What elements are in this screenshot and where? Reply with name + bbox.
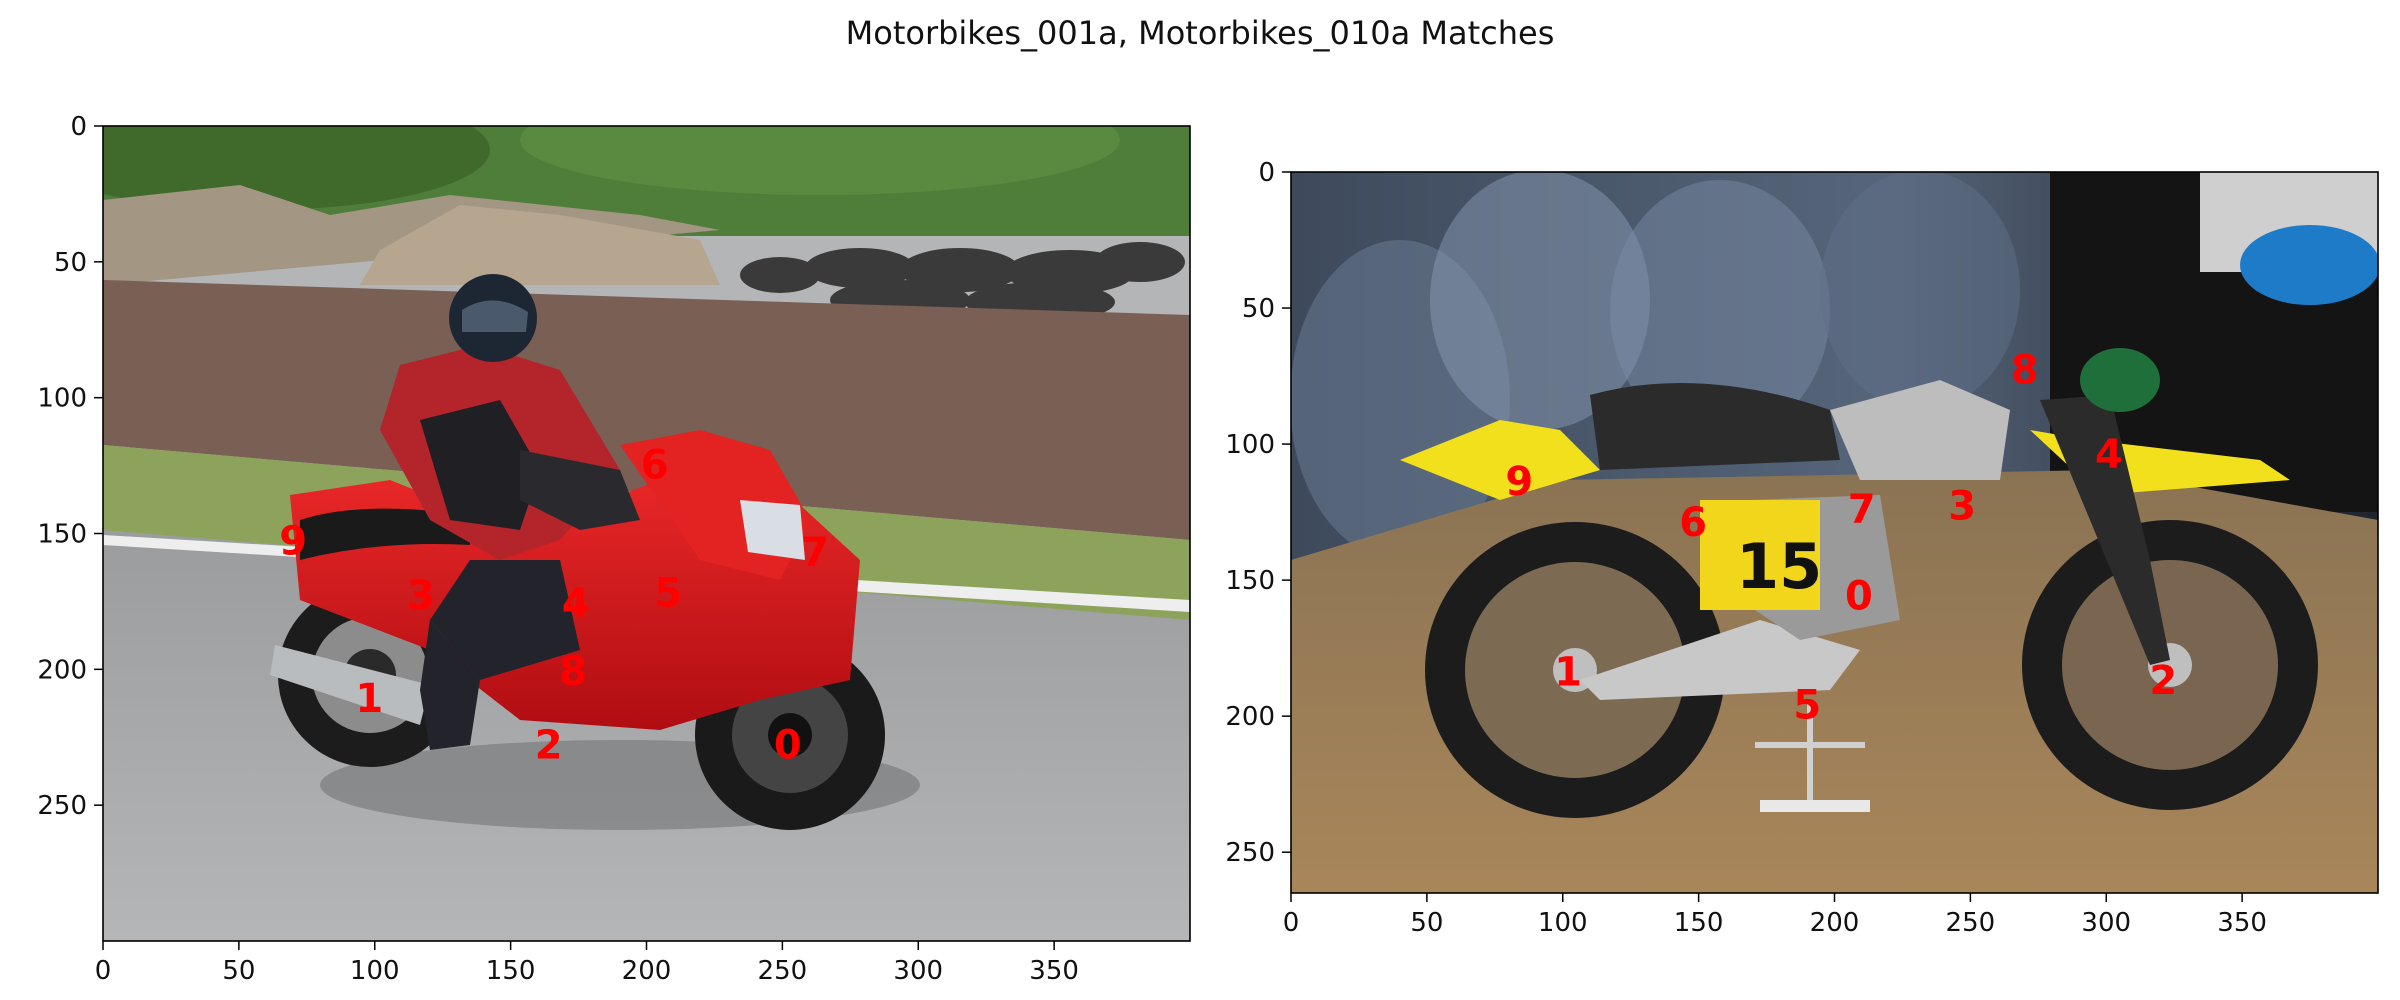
left-photo xyxy=(103,126,1190,941)
keypoint-label: 3 xyxy=(1948,484,1976,530)
keypoint-label: 8 xyxy=(2011,348,2039,394)
x-tick-label: 150 xyxy=(1674,908,1724,938)
keypoint-label: 4 xyxy=(2095,432,2123,478)
y-tick-label: 100 xyxy=(37,384,87,414)
keypoint-label: 8 xyxy=(559,649,587,695)
x-tick-label: 350 xyxy=(1029,956,1079,986)
x-tick-label: 0 xyxy=(95,956,112,986)
y-tick-label: 200 xyxy=(37,655,87,685)
y-tick-label: 250 xyxy=(37,791,87,821)
keypoint-label: 1 xyxy=(355,676,383,722)
keypoint-label: 1 xyxy=(1554,650,1582,696)
y-tick-label: 250 xyxy=(1225,838,1275,868)
keypoint-label: 2 xyxy=(535,722,563,768)
x-tick-label: 100 xyxy=(1538,908,1588,938)
y-tick-label: 0 xyxy=(1258,158,1275,188)
keypoint-label: 0 xyxy=(1845,573,1873,619)
x-tick-label: 250 xyxy=(758,956,808,986)
keypoint-label: 2 xyxy=(2149,658,2177,704)
y-tick-label: 50 xyxy=(1242,294,1275,324)
keypoint-label: 7 xyxy=(1848,486,1876,532)
y-tick-label: 150 xyxy=(1225,566,1275,596)
keypoint-label: 0 xyxy=(774,722,802,768)
keypoint-label: 5 xyxy=(1793,682,1821,728)
x-tick-label: 100 xyxy=(350,956,400,986)
keypoint-label: 6 xyxy=(641,443,669,489)
y-tick-label: 100 xyxy=(1225,430,1275,460)
x-tick-label: 300 xyxy=(893,956,943,986)
x-tick-label: 150 xyxy=(486,956,536,986)
x-tick-label: 200 xyxy=(1810,908,1860,938)
keypoint-label: 3 xyxy=(407,573,435,619)
figure-title: Motorbikes_001a, Motorbikes_010a Matches xyxy=(845,14,1555,52)
keypoint-label: 6 xyxy=(1679,500,1707,546)
x-tick-label: 50 xyxy=(222,956,255,986)
keypoint-label: 4 xyxy=(562,581,590,627)
x-tick-label: 300 xyxy=(2081,908,2131,938)
y-tick-label: 0 xyxy=(70,112,87,142)
right-photo: 15 xyxy=(1291,172,2378,893)
x-tick-label: 200 xyxy=(622,956,672,986)
y-tick-label: 150 xyxy=(37,520,87,550)
x-tick-label: 350 xyxy=(2217,908,2267,938)
x-tick-label: 50 xyxy=(1410,908,1443,938)
x-tick-label: 0 xyxy=(1283,908,1300,938)
y-tick-label: 50 xyxy=(54,248,87,278)
keypoint-label: 9 xyxy=(1505,459,1533,505)
x-tick-label: 250 xyxy=(1946,908,1996,938)
keypoint-label: 5 xyxy=(654,570,682,616)
y-tick-label: 200 xyxy=(1225,702,1275,732)
keypoint-label: 7 xyxy=(801,530,829,576)
keypoint-label: 9 xyxy=(279,519,307,565)
svg-text:15: 15 xyxy=(1736,530,1822,603)
